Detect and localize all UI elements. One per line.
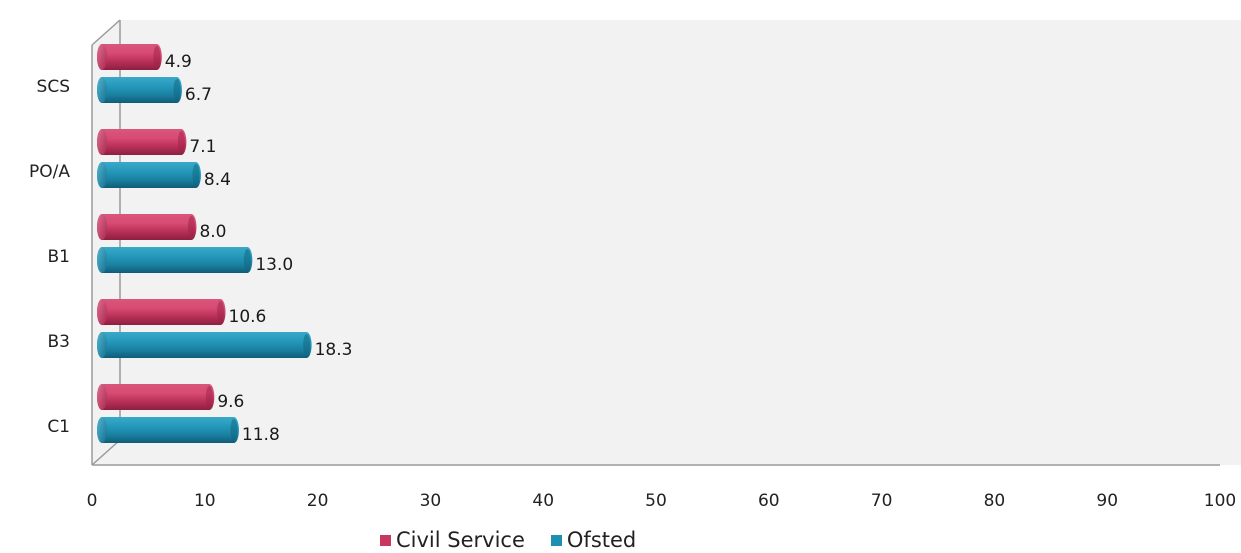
category-label-b1: B1	[48, 247, 70, 267]
data-label-civil-service-scs: 4.9	[165, 52, 192, 72]
plot-back-wall	[92, 20, 1241, 465]
back-wall-edge	[91, 19, 121, 46]
x-tick-label-80: 80	[984, 491, 1006, 511]
legend-label-civil-service: Civil Service	[396, 528, 525, 552]
bar-ofsted-c1	[97, 417, 239, 443]
data-label-ofsted-b3: 18.3	[315, 340, 353, 360]
category-label-b3: B3	[48, 332, 70, 352]
category-label-po-a: PO/A	[29, 162, 70, 182]
legend: Civil Service Ofsted	[380, 528, 636, 552]
x-tick-label-10: 10	[194, 491, 216, 511]
x-tick-label-90: 90	[1096, 491, 1118, 511]
bar-civil-service-po-a	[97, 129, 187, 155]
x-tick-label-100: 100	[1204, 491, 1236, 511]
bar-civil-service-b3	[97, 299, 226, 325]
category-label-c1: C1	[47, 417, 70, 437]
data-label-civil-service-po-a: 7.1	[189, 137, 216, 157]
x-tick-label-70: 70	[871, 491, 893, 511]
data-label-civil-service-b1: 8.0	[199, 222, 226, 242]
data-label-civil-service-b3: 10.6	[229, 307, 267, 327]
x-tick-label-30: 30	[420, 491, 442, 511]
data-label-ofsted-b1: 13.0	[255, 255, 293, 275]
data-label-civil-service-c1: 9.6	[217, 392, 244, 412]
category-label-scs: SCS	[37, 77, 70, 97]
legend-item-ofsted: Ofsted	[550, 528, 637, 552]
legend-swatch-ofsted	[550, 534, 562, 546]
legend-swatch-civil-service	[380, 534, 391, 546]
bar-civil-service-b1	[97, 214, 197, 240]
legend-item-civil-service: Civil Service	[380, 528, 525, 552]
x-tick-label-40: 40	[532, 491, 554, 511]
bar-civil-service-c1	[97, 384, 215, 410]
x-tick-label-60: 60	[758, 491, 780, 511]
bar-ofsted-scs	[97, 77, 182, 103]
bar-civil-service-scs	[97, 44, 162, 70]
legend-label-ofsted: Ofsted	[566, 528, 637, 552]
x-tick-label-20: 20	[307, 491, 329, 511]
bar-chart: 4.9 6.7 7.1 8.4 8.0 13.0 10.6 18.3 9.6 11.8 SCS PO…	[29, 19, 1241, 511]
bar-ofsted-b3	[97, 332, 312, 358]
x-tick-label-0: 0	[87, 491, 98, 511]
data-label-ofsted-c1: 11.8	[242, 425, 280, 445]
data-label-ofsted-po-a: 8.4	[204, 170, 231, 190]
data-label-ofsted-scs: 6.7	[185, 85, 212, 105]
bar-ofsted-po-a	[97, 162, 201, 188]
floor-edge	[91, 439, 121, 466]
x-tick-label-50: 50	[645, 491, 667, 511]
bar-ofsted-b1	[97, 247, 253, 273]
